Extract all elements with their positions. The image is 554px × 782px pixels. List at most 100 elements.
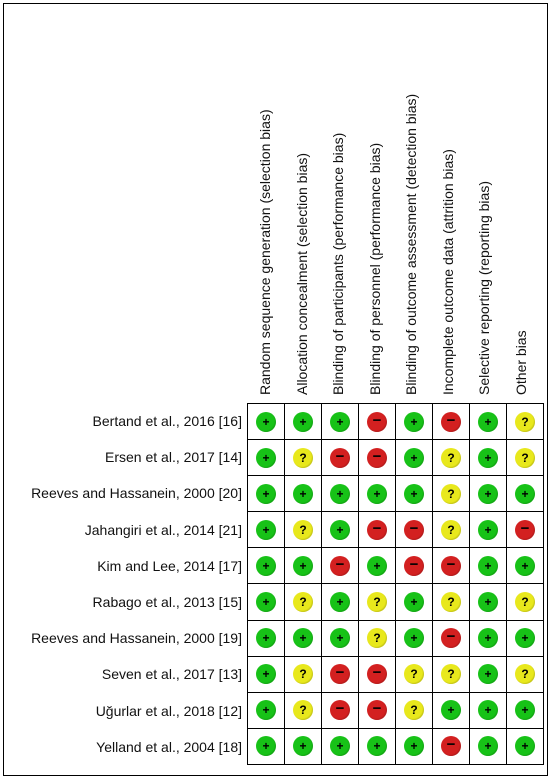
- judgement-cell: +: [469, 727, 507, 766]
- judgement-cell: ?: [284, 439, 322, 477]
- judgement-cell: +: [247, 475, 285, 513]
- study-row: + + +? + − + +: [247, 619, 544, 657]
- judgement-cell: +: [395, 583, 433, 621]
- low-risk-icon: +: [330, 519, 350, 540]
- study-label: Rabago et al., 2013 [15]: [92, 594, 242, 610]
- low-risk-icon: +: [256, 700, 276, 721]
- study-label: Bertand et al., 2016 [16]: [92, 413, 242, 429]
- unclear-risk-icon: ?: [515, 664, 535, 685]
- high-risk-icon: −: [441, 736, 461, 757]
- judgement-cell: +: [284, 547, 322, 585]
- unclear-risk-icon: ?: [367, 628, 387, 649]
- unclear-risk-icon: ?: [441, 483, 461, 504]
- judgement-cell: +: [247, 655, 285, 693]
- unclear-risk-icon: ?: [404, 700, 424, 721]
- low-risk-icon: +: [256, 447, 276, 468]
- low-risk-icon: +: [293, 736, 313, 757]
- study-row: + + + + + − + +: [247, 727, 544, 766]
- domain-label: Allocation concealment (selection bias): [293, 152, 310, 395]
- judgement-cell: +: [395, 475, 433, 513]
- low-risk-icon: +: [515, 555, 535, 576]
- low-risk-icon: +: [330, 736, 350, 757]
- judgement-cell: −: [432, 547, 470, 585]
- low-risk-icon: +: [256, 736, 276, 757]
- low-risk-icon: +: [256, 628, 276, 649]
- low-risk-icon: +: [478, 519, 498, 540]
- low-risk-icon: +: [515, 700, 535, 721]
- domain-label: Blinding of personnel (performance bias): [366, 142, 383, 395]
- unclear-risk-icon: ?: [293, 519, 313, 540]
- low-risk-icon: +: [478, 700, 498, 721]
- judgement-cell: +: [469, 475, 507, 513]
- study-label: Reeves and Hassanein, 2000 [19]: [31, 630, 242, 647]
- judgement-cell: +: [247, 727, 285, 766]
- study-label: Reeves and Hassanein, 2000 [20]: [31, 485, 242, 502]
- judgement-cell: +: [506, 691, 544, 729]
- judgement-cell: +: [469, 547, 507, 585]
- high-risk-icon: −: [367, 447, 387, 468]
- judgement-cell: ?: [506, 583, 544, 621]
- judgement-cell: +: [506, 547, 544, 585]
- high-risk-icon: −: [441, 555, 461, 576]
- study-row: +? − −? + + +: [247, 691, 544, 729]
- high-risk-icon: −: [404, 519, 424, 540]
- judgement-cell: +: [469, 583, 507, 621]
- high-risk-icon: −: [330, 447, 350, 468]
- high-risk-icon: −: [367, 411, 387, 432]
- judgement-cell: ?: [432, 583, 470, 621]
- unclear-risk-icon: ?: [293, 447, 313, 468]
- low-risk-icon: +: [367, 483, 387, 504]
- judgement-cell: ?: [284, 511, 322, 549]
- judgement-cell: +: [321, 511, 359, 549]
- high-risk-icon: −: [330, 700, 350, 721]
- low-risk-icon: +: [478, 447, 498, 468]
- low-risk-icon: +: [404, 447, 424, 468]
- low-risk-icon: +: [330, 483, 350, 504]
- low-risk-icon: +: [478, 664, 498, 685]
- study-label: Ersen et al., 2017 [14]: [105, 449, 242, 466]
- unclear-risk-icon: ?: [515, 592, 535, 613]
- judgement-cell: +: [247, 547, 285, 585]
- judgement-cell: ?: [395, 691, 433, 729]
- judgement-cell: +: [284, 727, 322, 766]
- judgement-cell: +: [321, 583, 359, 621]
- unclear-risk-icon: ?: [441, 664, 461, 685]
- judgement-cell: −: [321, 547, 359, 585]
- low-risk-icon: +: [404, 411, 424, 432]
- judgement-cell: +: [395, 619, 433, 657]
- low-risk-icon: +: [293, 555, 313, 576]
- low-risk-icon: +: [256, 664, 276, 685]
- unclear-risk-icon: ?: [293, 664, 313, 685]
- study-label: Jahangiri et al., 2014 [21]: [84, 521, 242, 538]
- low-risk-icon: +: [330, 592, 350, 613]
- judgement-cell: +: [247, 583, 285, 621]
- judgement-cell: ?: [432, 511, 470, 549]
- judgement-cell: −: [358, 511, 396, 549]
- judgement-cell: −: [358, 655, 396, 693]
- low-risk-icon: +: [330, 411, 350, 432]
- figure-frame: [3, 3, 548, 776]
- study-label: Yelland et al., 2004 [18]: [96, 738, 242, 755]
- judgement-cell: ?: [432, 475, 470, 513]
- unclear-risk-icon: ?: [293, 700, 313, 721]
- domain-label: Random sequence generation (selection bi…: [257, 109, 273, 395]
- judgement-cell: +: [469, 439, 507, 477]
- judgement-cell: +: [469, 511, 507, 549]
- low-risk-icon: +: [478, 483, 498, 504]
- study-label: Kim and Lee, 2014 [17]: [97, 557, 242, 574]
- study-row: +? + − −? + −: [247, 511, 544, 549]
- low-risk-icon: +: [404, 736, 424, 757]
- judgement-cell: +: [284, 402, 322, 441]
- judgement-cell: +: [247, 511, 285, 549]
- judgement-cell: +: [358, 547, 396, 585]
- judgement-cell: ?: [284, 691, 322, 729]
- low-risk-icon: +: [293, 628, 313, 649]
- low-risk-icon: +: [256, 483, 276, 504]
- study-row: +? +? +? +?: [247, 583, 544, 621]
- risk-of-bias-grid: + + + − + − +? +? − − +? +? + + + + +? + + +? + − −? + − + + − + − − + +…: [247, 402, 544, 766]
- judgement-cell: +: [321, 402, 359, 441]
- judgement-cell: −: [432, 727, 470, 766]
- judgement-cell: +: [321, 619, 359, 657]
- judgement-cell: ?: [284, 655, 322, 693]
- domain-label: Blinding of outcome assessment (detectio…: [403, 93, 419, 395]
